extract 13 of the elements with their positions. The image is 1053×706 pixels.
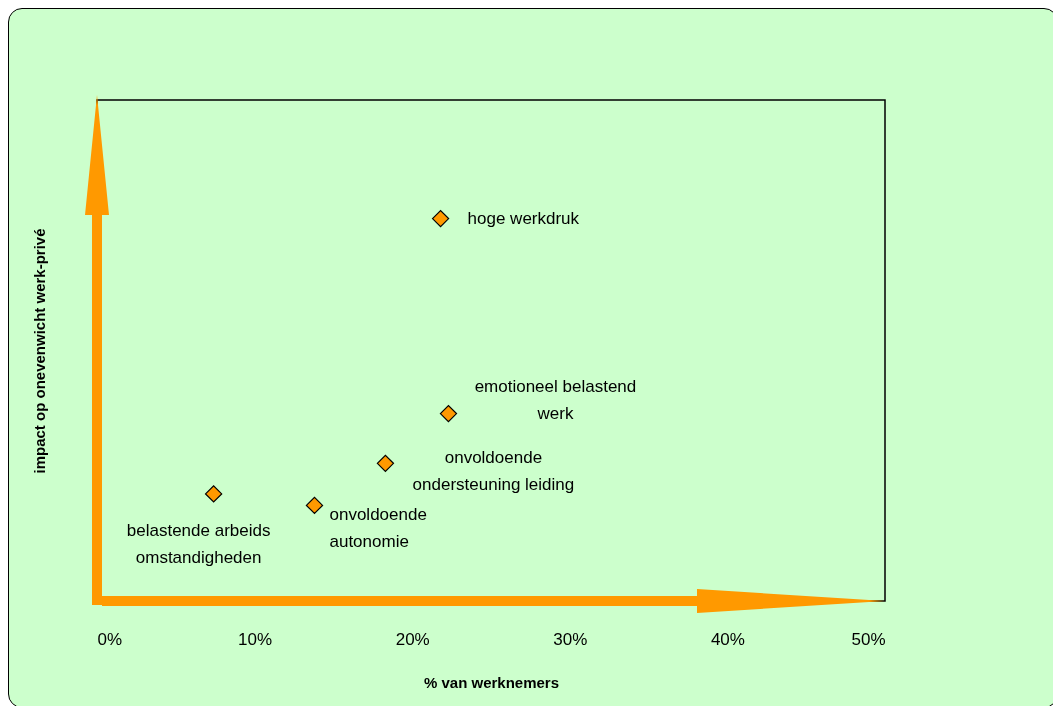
annotation: hoge werkdruk (467, 208, 580, 228)
x-tick-label: 10% (238, 629, 273, 649)
y-axis-title: impact op onevenwicht werk-privé (30, 228, 48, 474)
annotation: belastende arbeids omstandigheden (126, 520, 271, 567)
x-tick-label: 50% (851, 629, 886, 649)
annotation: emotioneel belastend werk (474, 376, 637, 423)
annotation: onvoldoende ondersteuning leiding (412, 448, 575, 495)
annotation: onvoldoende autonomie (329, 505, 427, 552)
x-tick-label: 0% (97, 629, 123, 649)
x-tick-label: 30% (553, 629, 588, 649)
x-tick-label: 20% (395, 629, 430, 649)
x-axis-title: % van werknemers (423, 673, 560, 691)
x-tick-label: 40% (710, 629, 745, 649)
